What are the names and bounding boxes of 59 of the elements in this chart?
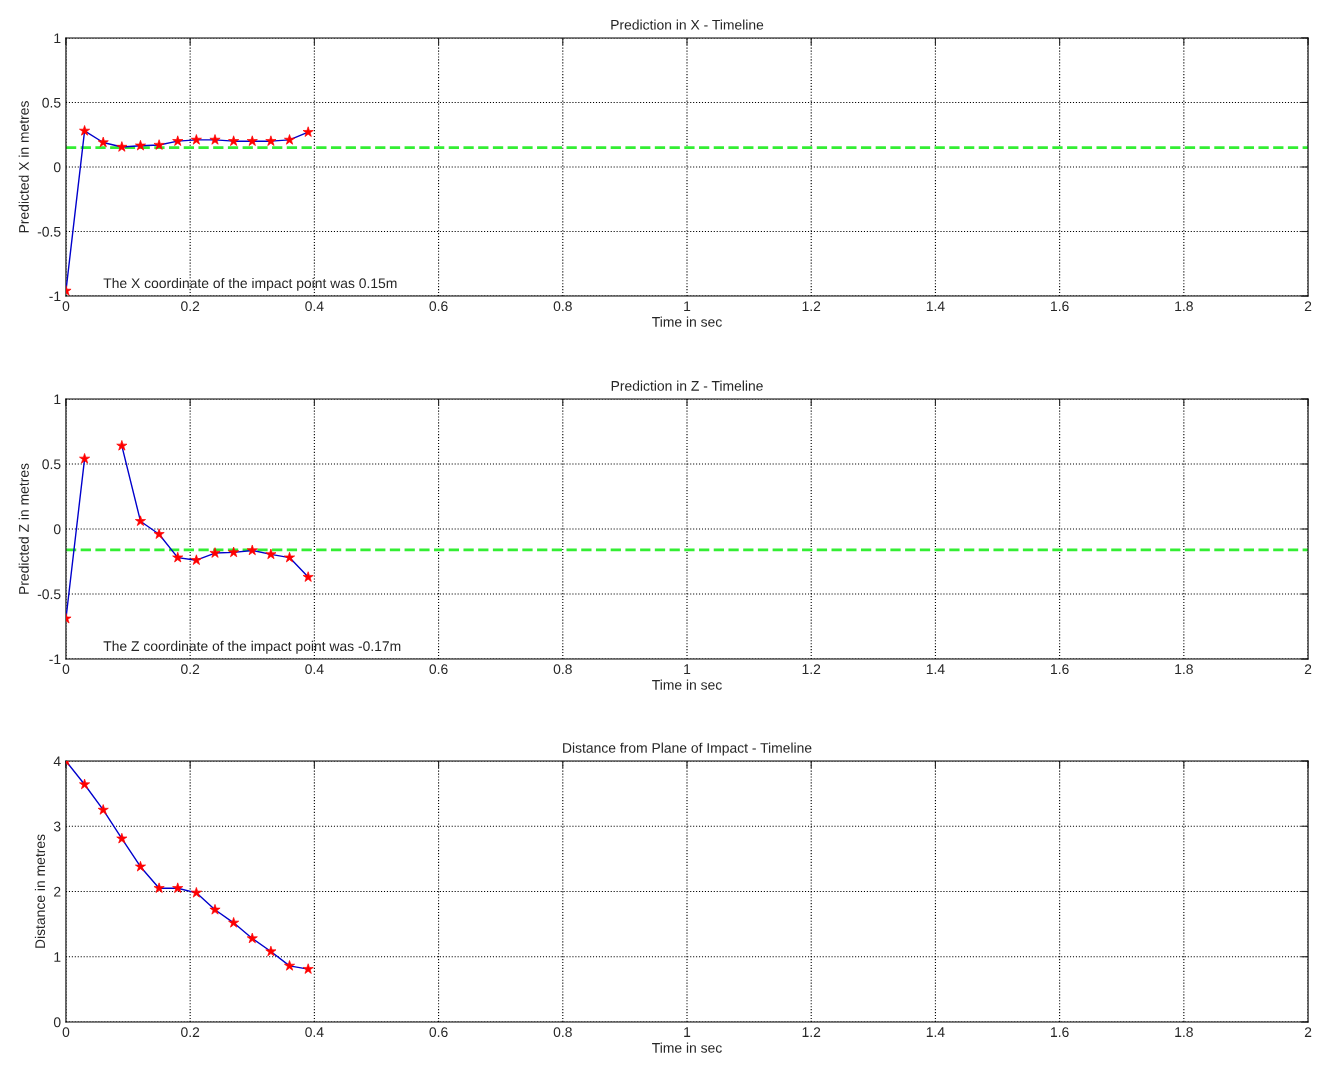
x-tick-label: 1.4 — [926, 1027, 945, 1037]
x-tick-label: 1.6 — [1051, 664, 1069, 675]
y-tick-label: 0.5 — [42, 459, 61, 470]
x-tick-label: 0.6 — [429, 664, 448, 675]
chart-title: Distance from Plane of Impact - Timeline — [563, 742, 812, 756]
x-tick-label: 0.8 — [553, 1027, 572, 1038]
x-tick-label: 1 — [684, 664, 691, 674]
x-tick-label: 0.2 — [181, 1027, 200, 1038]
x-tick-label: 1.4 — [926, 301, 945, 311]
annotation: The Z coordinate of the impact point was -0.17m — [103, 640, 401, 654]
y-tick-label: 4 — [53, 756, 61, 767]
x-axis-title: Time in sec — [652, 679, 722, 690]
x-tick-label: 2 — [1304, 301, 1312, 311]
y-tick-label: -0.5 — [37, 226, 61, 237]
y-tick-label: 0.5 — [42, 97, 61, 108]
x-axis-title: Time in sec — [652, 1042, 722, 1053]
y-tick-label: 1 — [54, 952, 61, 962]
x-tick-label: 0.2 — [181, 301, 200, 312]
x-tick-label: 2 — [1304, 1027, 1312, 1037]
x-tick-label: 2 — [1304, 664, 1312, 674]
chart-title: Prediction in Z - Timeline — [611, 380, 763, 391]
x-tick-label: 0.2 — [181, 664, 200, 675]
y-axis-title: Distance in metres — [34, 834, 46, 948]
y-axis-title: Predicted X in metres — [18, 101, 29, 233]
chart-title: Prediction in X - Timeline — [611, 19, 764, 30]
y-tick-label: 1 — [54, 394, 61, 405]
annotation: The X coordinate of the impact point was 0.15m — [103, 277, 397, 291]
y-tick-label: 2 — [54, 886, 61, 897]
x-tick-label: 0.8 — [553, 301, 572, 312]
y-tick-label: 0 — [53, 524, 61, 535]
y-tick-label: -1 — [49, 654, 61, 665]
x-tick-label: 0 — [62, 664, 70, 675]
y-tick-label: 0 — [53, 162, 61, 173]
x-tick-label: 0 — [62, 1027, 70, 1038]
x-tick-label: 1.6 — [1051, 1027, 1069, 1038]
x-tick-label: 1 — [684, 301, 691, 311]
x-tick-label: 0.6 — [429, 301, 448, 312]
x-tick-label: 0.4 — [305, 301, 324, 312]
y-axis-title: Predicted Z in metres — [18, 463, 29, 594]
x-tick-label: 1.6 — [1051, 301, 1069, 312]
x-tick-label: 1.2 — [802, 664, 821, 674]
y-tick-label: -0.5 — [37, 589, 61, 600]
x-tick-label: 1.2 — [802, 301, 821, 311]
x-tick-label: 0.4 — [305, 1027, 324, 1038]
y-tick-label: -1 — [49, 291, 61, 302]
x-tick-label: 0.4 — [305, 664, 324, 675]
y-tick-label: 0 — [53, 1017, 61, 1028]
x-tick-label: 1 — [684, 1027, 691, 1037]
x-tick-label: 1.8 — [1175, 1027, 1193, 1038]
x-tick-label: 1.8 — [1175, 301, 1193, 312]
x-tick-label: 0.6 — [429, 1027, 448, 1038]
x-tick-label: 0 — [62, 301, 70, 312]
y-tick-label: 3 — [53, 821, 61, 832]
x-tick-label: 1.2 — [802, 1027, 821, 1037]
x-tick-label: 1.8 — [1175, 664, 1193, 675]
x-axis-title: Time in sec — [652, 316, 722, 327]
x-tick-label: 0.8 — [553, 664, 572, 675]
y-tick-label: 1 — [54, 33, 61, 43]
x-tick-label: 1.4 — [926, 664, 945, 674]
